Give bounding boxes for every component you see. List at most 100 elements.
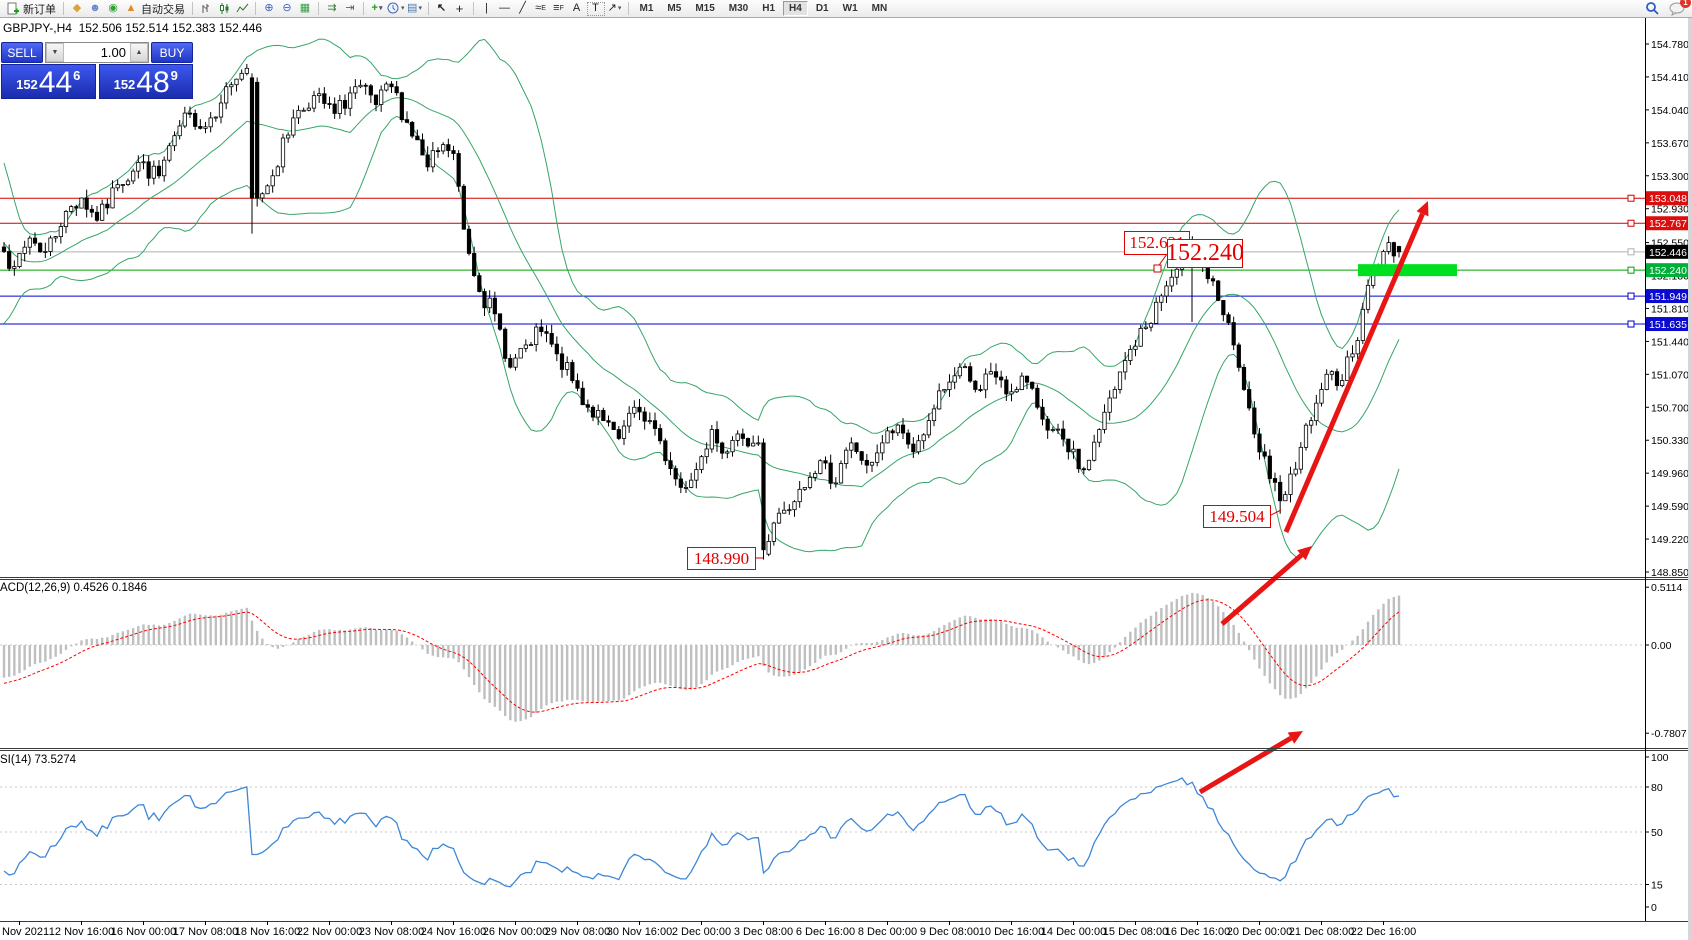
timeframe-M30[interactable]: M30 bbox=[728, 3, 749, 14]
svg-text:20 Dec 00:00: 20 Dec 00:00 bbox=[1227, 926, 1292, 938]
zoom-out-icon[interactable]: ⊖ bbox=[282, 2, 292, 14]
timeframe-M15[interactable]: M15 bbox=[695, 3, 715, 14]
new-order-label[interactable]: 新订单 bbox=[23, 3, 56, 16]
auto-scroll-icon[interactable]: ⇉ bbox=[327, 2, 337, 14]
toolbar-separator bbox=[363, 2, 364, 15]
add-indicator-icon[interactable]: + ▾ bbox=[371, 2, 383, 14]
svg-text:9 Dec 08:00: 9 Dec 08:00 bbox=[920, 926, 979, 938]
vertical-line-tool-icon[interactable]: | bbox=[485, 2, 488, 14]
sell-button[interactable]: SELL bbox=[1, 42, 43, 63]
text-tool-icon[interactable]: A bbox=[572, 2, 581, 14]
timeframe-H1[interactable]: H1 bbox=[762, 3, 776, 14]
horizontal-line-tool-icon[interactable]: — bbox=[499, 2, 511, 14]
svg-text:6 Dec 16:00: 6 Dec 16:00 bbox=[796, 926, 855, 938]
svg-text:23 Nov 08:00: 23 Nov 08:00 bbox=[359, 926, 424, 938]
sell-price-display[interactable]: 152 44 6 bbox=[1, 64, 96, 99]
svg-text:151.635: 151.635 bbox=[1649, 319, 1687, 331]
price-annotation-148990[interactable]: 148.990 bbox=[687, 547, 756, 570]
trend-arrows[interactable] bbox=[1198, 201, 1429, 795]
zoom-in-icon[interactable]: ⊕ bbox=[264, 2, 274, 14]
svg-text:24 Nov 16:00: 24 Nov 16:00 bbox=[421, 926, 486, 938]
toolbar-separator bbox=[427, 2, 429, 15]
chart-shift-icon[interactable]: ⇥ bbox=[345, 2, 355, 14]
svg-text:15: 15 bbox=[1651, 880, 1663, 892]
styles-bucket-icon[interactable]: ◆ bbox=[72, 2, 82, 14]
fibonacci-tool-icon[interactable]: ≡ F bbox=[553, 2, 564, 14]
svg-text:17 Nov 08:00: 17 Nov 08:00 bbox=[173, 926, 238, 938]
timeframe-D1[interactable]: D1 bbox=[815, 3, 829, 14]
trend-arrow[interactable] bbox=[1283, 212, 1425, 533]
svg-text:154.410: 154.410 bbox=[1651, 72, 1689, 84]
tile-windows-icon[interactable]: ▦ bbox=[299, 2, 311, 14]
chat-notification-icon[interactable]: 1 bbox=[1669, 0, 1691, 16]
line-chart-type-icon[interactable] bbox=[234, 1, 250, 16]
level-handle[interactable] bbox=[1627, 248, 1635, 256]
svg-text:12 Nov 16:00: 12 Nov 16:00 bbox=[49, 926, 114, 938]
svg-text:-0.7807: -0.7807 bbox=[1651, 728, 1687, 740]
trend-arrow-head bbox=[1416, 201, 1429, 217]
svg-text:0.5114: 0.5114 bbox=[1651, 582, 1682, 594]
highlight-zone[interactable] bbox=[1358, 264, 1457, 277]
profile-icon[interactable]: ☻ bbox=[89, 2, 101, 14]
auto-trading-label[interactable]: 自动交易 bbox=[141, 3, 185, 16]
trend-arrow[interactable] bbox=[1198, 735, 1293, 795]
svg-text:150.700: 150.700 bbox=[1651, 402, 1689, 414]
horizontal-levels[interactable] bbox=[0, 194, 1645, 328]
level-handle[interactable] bbox=[1627, 266, 1635, 274]
price-axis[interactable]: 148.850 149.220 149.590 149.960 150.330 150.7… bbox=[1645, 39, 1689, 914]
svg-text:26 Nov 00:00: 26 Nov 00:00 bbox=[483, 926, 548, 938]
timeframe-MN[interactable]: MN bbox=[871, 3, 888, 14]
svg-text:18 Nov 16:00: 18 Nov 16:00 bbox=[235, 926, 300, 938]
timeframe-W1[interactable]: W1 bbox=[842, 3, 858, 14]
sell-price-prefix: 152 bbox=[16, 77, 38, 92]
volume-input[interactable] bbox=[64, 43, 130, 62]
price-annotation-149504[interactable]: 149.504 bbox=[1203, 505, 1271, 528]
buy-button[interactable]: BUY bbox=[151, 42, 193, 63]
timeframe-H4[interactable]: H4 bbox=[783, 1, 808, 16]
svg-text:148.850: 148.850 bbox=[1651, 567, 1689, 579]
svg-text:22 Nov 00:00: 22 Nov 00:00 bbox=[297, 926, 362, 938]
macd-indicator-label: ACD(12,26,9) 0.4526 0.1846 bbox=[0, 582, 148, 594]
volume-increase-button[interactable]: ▲ bbox=[130, 43, 148, 62]
timeframe-group: M1 M5 M15 M30 H1 H4 D1 W1 MN bbox=[633, 1, 895, 16]
trend-arrow[interactable] bbox=[1220, 553, 1304, 626]
annotation-handle[interactable] bbox=[1153, 264, 1162, 273]
volume-decrease-button[interactable]: ▼ bbox=[46, 43, 64, 62]
buy-price-display[interactable]: 152 48 9 bbox=[98, 64, 193, 99]
template-icon[interactable]: ▤ ▾ bbox=[407, 2, 422, 14]
svg-text:Nov 2021: Nov 2021 bbox=[2, 926, 49, 938]
level-handle[interactable] bbox=[1627, 219, 1635, 227]
notification-badge: 1 bbox=[1680, 0, 1691, 8]
level-handle[interactable] bbox=[1627, 320, 1635, 328]
period-clock-icon[interactable]: ▾ bbox=[387, 1, 405, 16]
trend-line-tool-icon[interactable]: ╱ bbox=[519, 2, 526, 14]
timeframe-M5[interactable]: M5 bbox=[667, 3, 682, 14]
toolbar-separator bbox=[192, 2, 193, 15]
bar-chart-type-icon[interactable] bbox=[198, 1, 214, 16]
arrows-tool-icon[interactable]: ↗ ▾ bbox=[607, 2, 622, 14]
buy-price-main: 48 bbox=[136, 66, 170, 99]
cursor-icon[interactable]: ↖ bbox=[436, 2, 447, 14]
svg-text:149.960: 149.960 bbox=[1651, 468, 1689, 480]
timeframe-M1[interactable]: M1 bbox=[639, 3, 654, 14]
price-badge-151.635 bbox=[1646, 317, 1688, 332]
level-handle[interactable] bbox=[1627, 194, 1635, 202]
search-icon[interactable] bbox=[1644, 1, 1660, 16]
svg-text:152.767: 152.767 bbox=[1649, 218, 1687, 230]
equidistant-channel-tool-icon[interactable]: ≈ E bbox=[535, 2, 546, 14]
signal-icon[interactable]: ◉ bbox=[108, 2, 118, 14]
candle-chart-type-icon[interactable] bbox=[216, 1, 232, 16]
svg-text:8 Dec 00:00: 8 Dec 00:00 bbox=[858, 926, 917, 938]
svg-text:153.670: 153.670 bbox=[1651, 138, 1689, 150]
price-annotation-152240[interactable]: 152.240 bbox=[1166, 239, 1244, 268]
level-handle[interactable] bbox=[1627, 292, 1635, 300]
crosshair-icon[interactable]: + bbox=[455, 1, 464, 16]
svg-text:50: 50 bbox=[1651, 827, 1663, 839]
svg-text:0.00: 0.00 bbox=[1651, 640, 1672, 652]
autotrade-cone-icon[interactable]: ▲ bbox=[125, 2, 137, 14]
new-order-icon[interactable] bbox=[5, 1, 21, 16]
price-badge-153.048 bbox=[1646, 191, 1688, 206]
text-label-tool-icon[interactable]: T bbox=[586, 1, 605, 16]
